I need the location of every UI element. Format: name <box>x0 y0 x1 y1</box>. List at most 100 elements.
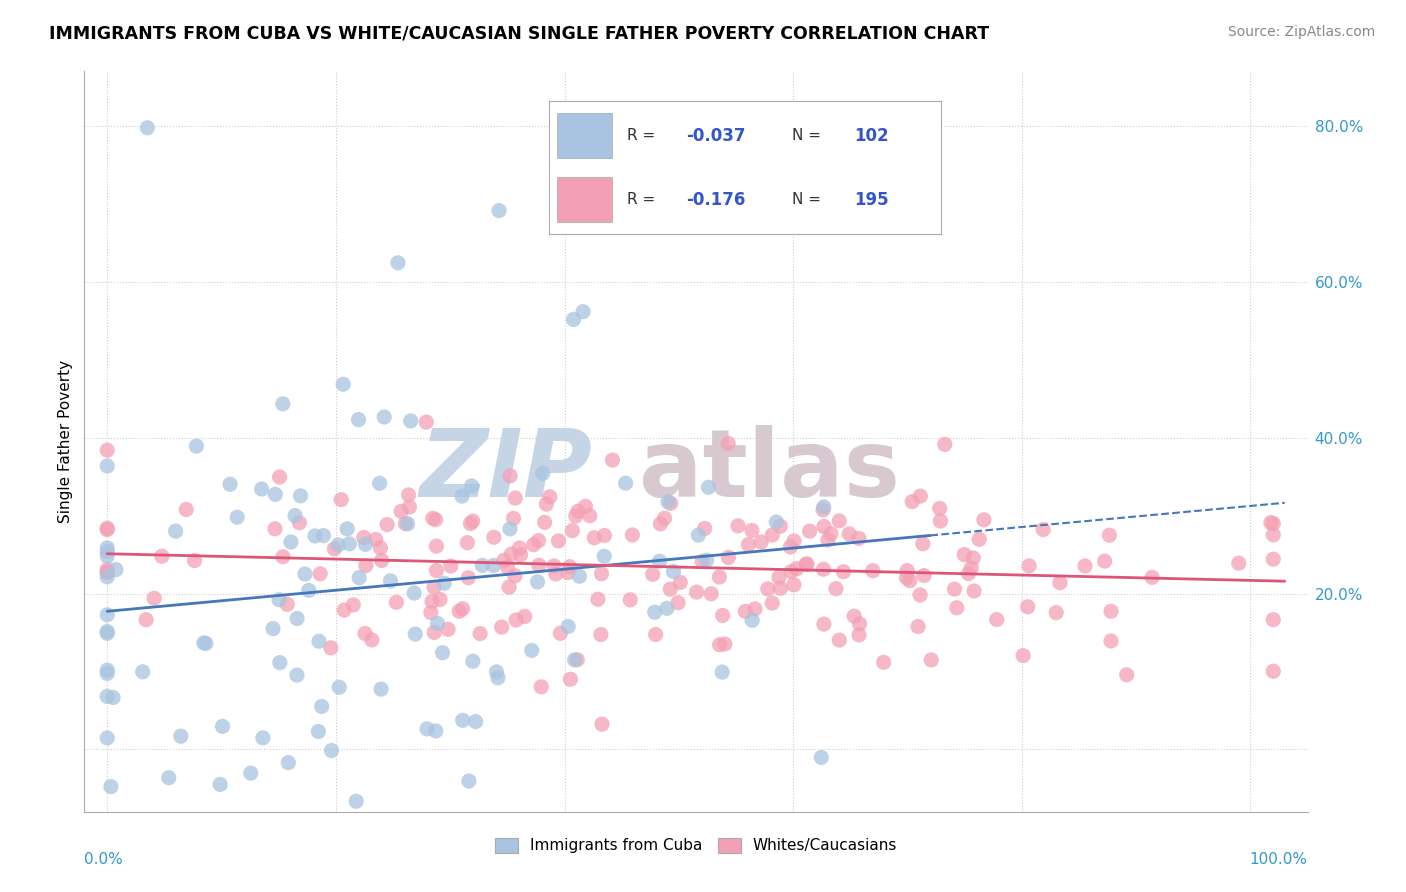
Point <box>509 548 531 562</box>
Point <box>547 533 569 548</box>
Point <box>131 665 153 679</box>
Point <box>657 495 679 509</box>
Point <box>769 581 792 595</box>
Point <box>458 774 481 789</box>
Point <box>910 489 932 503</box>
Point <box>460 516 482 531</box>
Point <box>294 567 316 582</box>
Point <box>461 514 484 528</box>
Point <box>285 668 308 682</box>
Point <box>426 616 449 631</box>
Point <box>157 771 180 785</box>
Point <box>1032 523 1054 537</box>
Point <box>252 731 274 745</box>
Point <box>396 516 419 531</box>
Point <box>561 524 583 538</box>
Point <box>96 563 118 577</box>
Legend: Immigrants from Cuba, Whites/Caucasians: Immigrants from Cuba, Whites/Caucasians <box>489 831 903 860</box>
Point <box>143 591 166 606</box>
Point <box>425 539 447 553</box>
Point <box>550 626 572 640</box>
Point <box>336 522 359 536</box>
Y-axis label: Single Father Poverty: Single Father Poverty <box>58 360 73 523</box>
Point <box>423 625 446 640</box>
Point <box>896 571 918 585</box>
Point <box>505 613 527 627</box>
Point <box>1263 664 1285 678</box>
Point <box>433 576 456 591</box>
Point <box>986 613 1008 627</box>
Point <box>96 521 118 535</box>
Point <box>194 636 217 650</box>
Point <box>768 570 790 584</box>
Point <box>429 592 451 607</box>
Point <box>437 622 460 636</box>
Point <box>796 557 818 571</box>
Point <box>486 671 509 685</box>
Point <box>485 665 508 679</box>
Point <box>415 415 437 429</box>
Point <box>100 780 122 794</box>
Point <box>488 203 510 218</box>
Point <box>420 594 443 608</box>
Point <box>654 511 676 525</box>
Point <box>744 602 766 616</box>
Point <box>337 537 360 551</box>
Point <box>404 586 426 600</box>
Point <box>943 582 966 596</box>
Point <box>962 551 984 566</box>
Point <box>696 553 718 567</box>
Point <box>285 611 308 625</box>
Point <box>520 643 543 657</box>
Point <box>908 588 931 602</box>
Point <box>817 533 839 547</box>
Point <box>96 523 118 537</box>
Point <box>370 682 392 697</box>
Point <box>527 533 550 548</box>
Point <box>347 571 370 585</box>
Point <box>737 537 759 551</box>
Text: ZIP: ZIP <box>419 425 592 517</box>
Point <box>440 558 463 573</box>
Point <box>96 731 118 745</box>
Point <box>375 517 398 532</box>
Point <box>96 541 118 555</box>
Point <box>330 492 353 507</box>
Point <box>370 541 392 555</box>
Point <box>557 619 579 633</box>
Point <box>650 516 672 531</box>
Point <box>1045 606 1067 620</box>
Point <box>385 595 408 609</box>
Point <box>862 564 884 578</box>
Point <box>347 412 370 426</box>
Point <box>394 516 416 531</box>
Point <box>578 508 600 523</box>
Point <box>312 528 335 542</box>
Point <box>810 750 832 764</box>
Point <box>269 470 291 484</box>
Point <box>271 549 294 564</box>
Point <box>568 569 591 583</box>
Point <box>820 526 842 541</box>
Point <box>621 528 644 542</box>
Point <box>564 508 586 523</box>
Point <box>666 596 689 610</box>
Point <box>828 633 851 648</box>
Point <box>741 524 763 538</box>
Point <box>298 583 321 598</box>
Point <box>709 638 731 652</box>
Point <box>499 469 522 483</box>
Point <box>1099 634 1122 648</box>
Point <box>799 524 821 538</box>
Point <box>280 535 302 549</box>
Point <box>967 533 990 547</box>
Point <box>901 494 924 508</box>
Point <box>269 656 291 670</box>
Point <box>389 504 412 518</box>
Point <box>586 592 609 607</box>
Point <box>591 717 613 731</box>
Point <box>619 592 641 607</box>
Point <box>491 620 513 634</box>
Point <box>136 120 159 135</box>
Point <box>96 565 118 579</box>
